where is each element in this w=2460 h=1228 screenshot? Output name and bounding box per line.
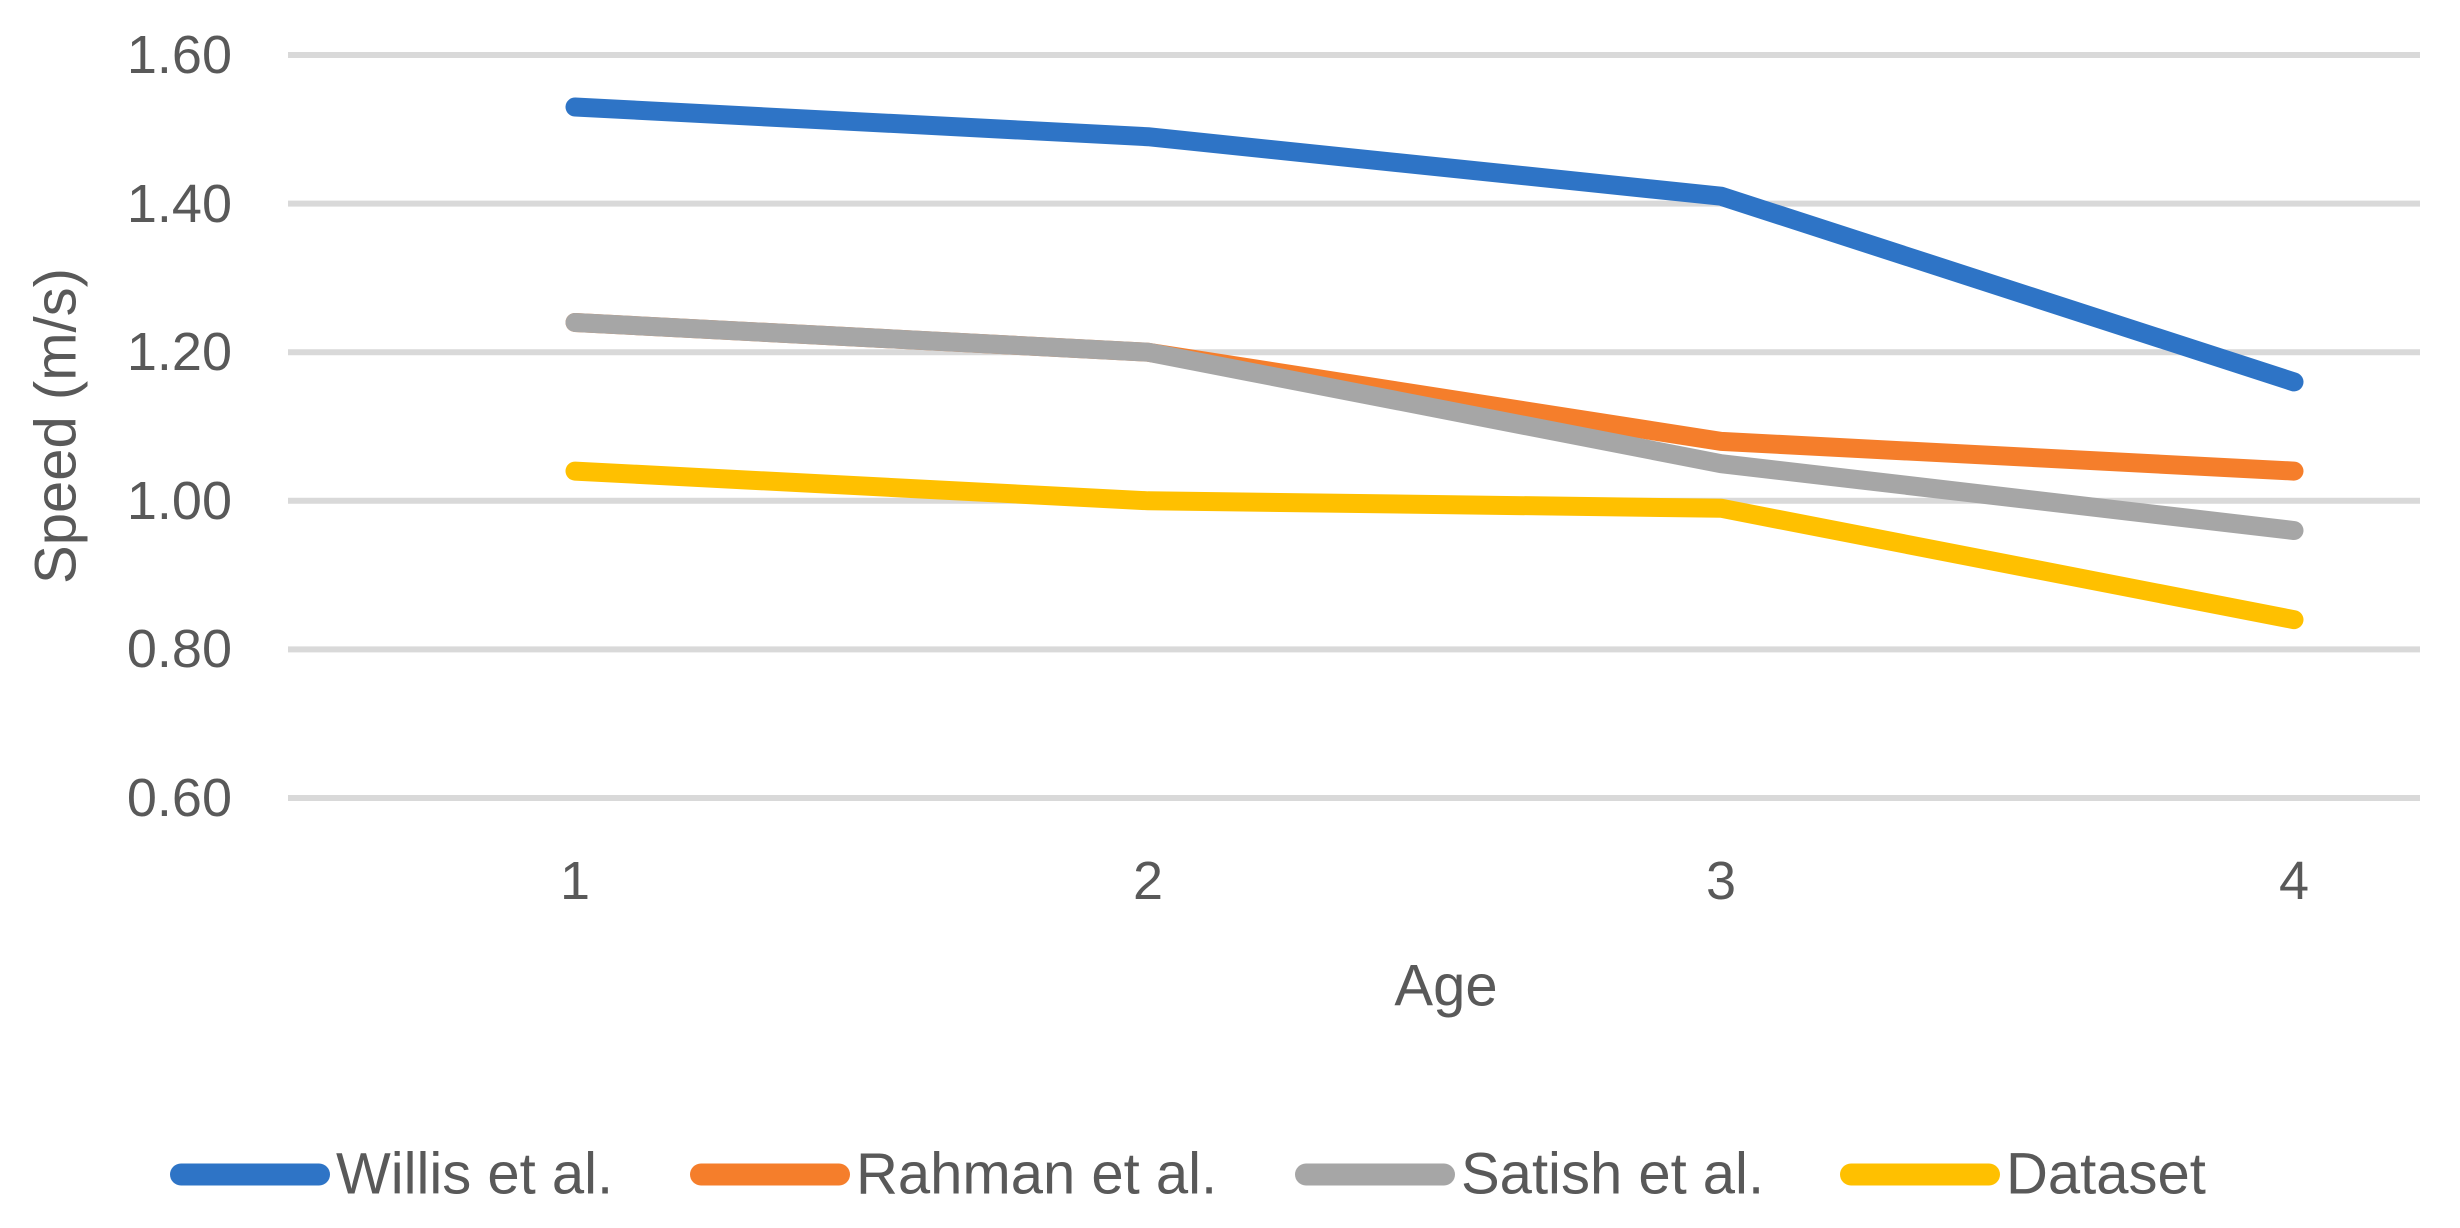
legend-label: Rahman et al. (856, 1141, 1218, 1207)
legend-item: Satish et al. (1295, 1141, 1764, 1208)
legend-item: Rahman et al. (690, 1141, 1217, 1208)
x-axis-tick-label: 3 (1705, 851, 1737, 911)
legend-item: Willis et al. (170, 1141, 613, 1208)
x-axis-tick-label: 4 (2278, 851, 2310, 911)
y-axis-tick-label: 1.00 (126, 470, 232, 531)
legend-label: Willis et al. (336, 1141, 614, 1207)
x-axis-title: Age (1394, 953, 1498, 1019)
y-axis-title: Speed (m/s) (23, 268, 89, 584)
y-axis-tick-label: 1.40 (126, 173, 232, 234)
y-axis-tick-label: 0.60 (126, 768, 232, 828)
legend-swatch-icon (1295, 1163, 1455, 1185)
series-line-dataset (565, 461, 2304, 630)
legend-swatch-icon (170, 1163, 330, 1185)
legend-label: Dataset (2006, 1141, 2206, 1207)
legend-swatch-icon (1840, 1163, 2000, 1185)
y-axis-tick-label: 1.60 (126, 25, 232, 85)
series-line-willis-et-al (565, 97, 2304, 392)
x-axis-tick-label: 2 (1132, 851, 1164, 911)
x-axis-tick-label: 1 (559, 851, 591, 911)
series-line-satish-et-al (565, 312, 2304, 541)
legend-swatch-icon (690, 1163, 850, 1185)
y-axis-tick-label: 0.80 (126, 619, 232, 680)
y-axis-tick-label: 1.20 (126, 322, 232, 383)
legend-item: Dataset (1840, 1141, 2206, 1208)
legend-label: Satish et al. (1461, 1141, 1765, 1207)
